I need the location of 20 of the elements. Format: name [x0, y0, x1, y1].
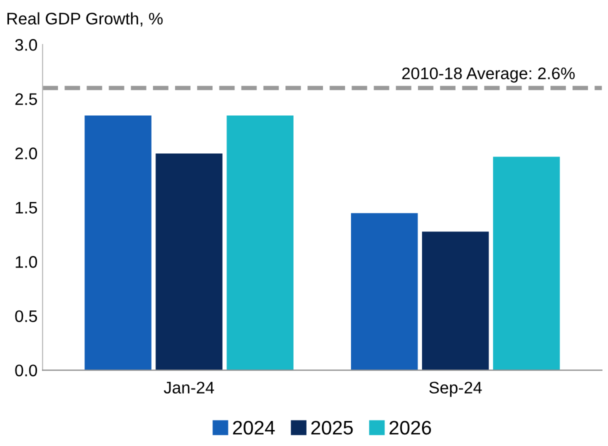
y-tick-label: 0.0 [15, 364, 38, 376]
bar [492, 156, 561, 370]
y-tick-label: 2.0 [15, 148, 38, 160]
x-tick-label: Jan-24 [164, 382, 214, 394]
bar [154, 152, 224, 370]
ref-line-label: 2010-18 Average: 2.6% [402, 67, 575, 83]
legend-label: 2025 [311, 420, 353, 435]
y-tick-label: 3.0 [15, 39, 38, 51]
y-tick-label: 2.5 [15, 93, 37, 106]
legend-label: 2026 [390, 420, 431, 435]
x-tick-label: Sep-24 [429, 382, 482, 397]
legend-label: 2024 [233, 420, 275, 435]
bar [226, 114, 294, 370]
bar [421, 230, 490, 370]
y-tick-label: 1.0 [16, 256, 38, 268]
y-tick-label: 1.5 [16, 202, 37, 214]
y-tick-label: 0.5 [15, 310, 37, 322]
bar [350, 212, 418, 370]
y-axis-title: Real GDP Growth, % [7, 12, 163, 27]
bar [84, 114, 152, 370]
